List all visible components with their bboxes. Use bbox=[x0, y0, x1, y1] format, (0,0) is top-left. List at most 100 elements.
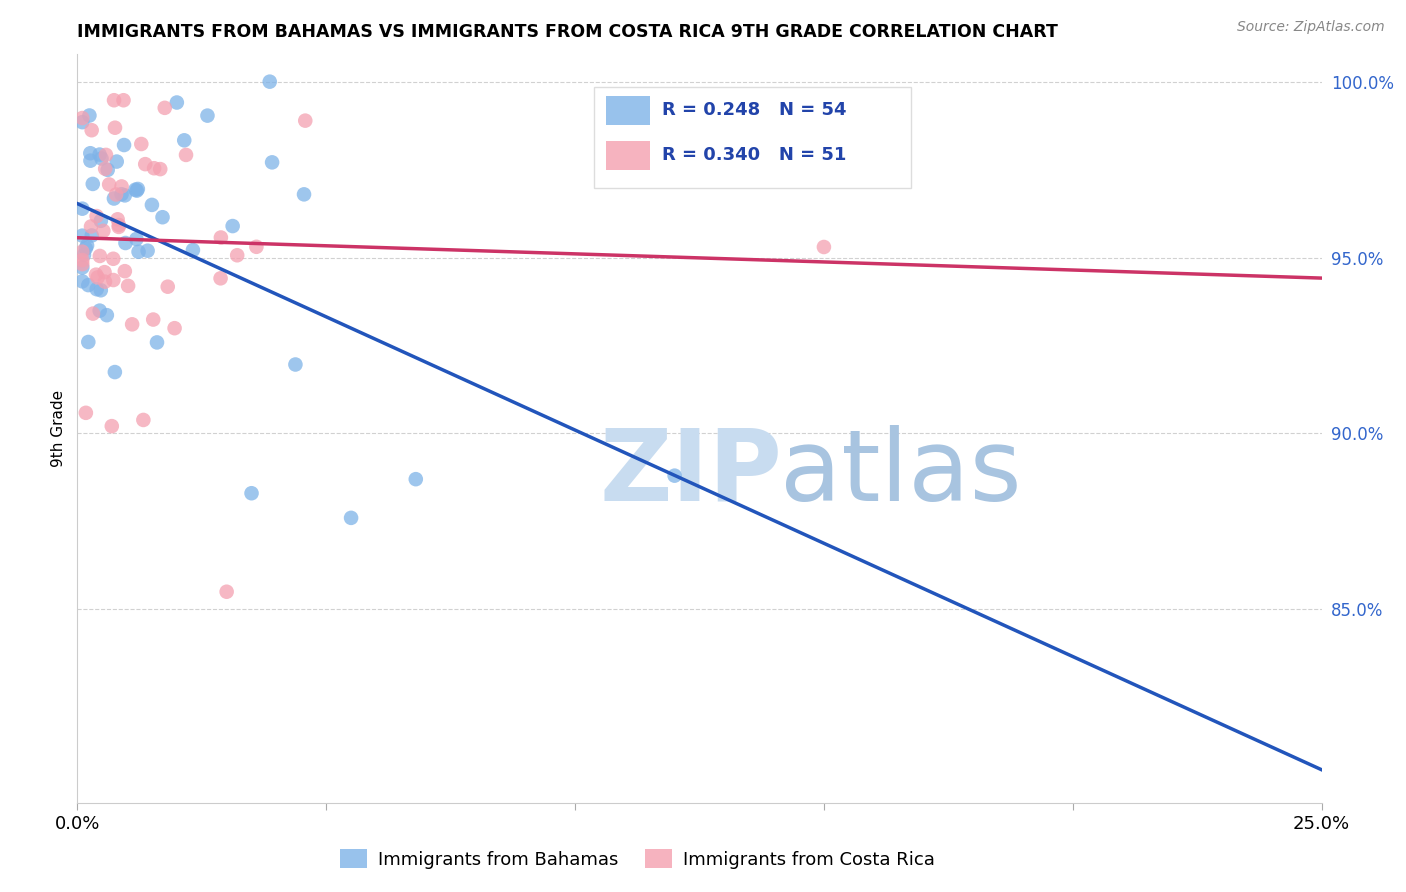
Point bbox=[209, 271, 232, 285]
Point bbox=[103, 93, 125, 107]
Point bbox=[89, 303, 111, 318]
Point bbox=[197, 109, 219, 123]
Point bbox=[136, 244, 159, 258]
Point bbox=[80, 228, 103, 243]
Text: ZIP: ZIP bbox=[600, 425, 783, 522]
Point bbox=[125, 184, 148, 198]
Point bbox=[152, 211, 174, 225]
Point bbox=[405, 472, 427, 486]
Point bbox=[173, 133, 195, 147]
FancyBboxPatch shape bbox=[606, 141, 650, 169]
Point bbox=[221, 219, 243, 233]
Point bbox=[96, 308, 118, 322]
Point bbox=[284, 358, 307, 372]
Point bbox=[163, 321, 186, 335]
Point bbox=[114, 264, 136, 278]
Point bbox=[292, 187, 315, 202]
Point bbox=[110, 179, 132, 194]
Point bbox=[86, 209, 108, 223]
Point bbox=[125, 232, 148, 246]
Point bbox=[72, 260, 94, 275]
Text: IMMIGRANTS FROM BAHAMAS VS IMMIGRANTS FROM COSTA RICA 9TH GRADE CORRELATION CHAR: IMMIGRANTS FROM BAHAMAS VS IMMIGRANTS FR… bbox=[77, 23, 1059, 41]
Point bbox=[84, 268, 107, 282]
Point bbox=[94, 148, 117, 162]
Point bbox=[153, 101, 176, 115]
Point bbox=[94, 275, 117, 289]
Point bbox=[89, 147, 111, 161]
Text: Source: ZipAtlas.com: Source: ZipAtlas.com bbox=[1237, 20, 1385, 34]
Point bbox=[79, 153, 101, 168]
Point bbox=[79, 108, 101, 122]
Point bbox=[112, 138, 135, 153]
Point bbox=[72, 257, 94, 271]
Point bbox=[226, 248, 249, 262]
Point bbox=[107, 212, 129, 227]
Point bbox=[105, 187, 128, 202]
Point bbox=[259, 75, 281, 89]
Point bbox=[94, 161, 117, 176]
Point bbox=[108, 218, 131, 232]
Point bbox=[89, 249, 111, 263]
Point bbox=[93, 265, 115, 279]
Point bbox=[105, 154, 128, 169]
Text: R = 0.248   N = 54: R = 0.248 N = 54 bbox=[662, 101, 846, 119]
Point bbox=[91, 224, 114, 238]
Point bbox=[107, 219, 129, 234]
Point bbox=[73, 248, 96, 262]
Point bbox=[72, 202, 94, 216]
Point bbox=[112, 93, 135, 107]
Point bbox=[104, 365, 127, 379]
Point bbox=[82, 307, 104, 321]
Point bbox=[146, 335, 169, 350]
Point bbox=[128, 244, 150, 259]
Point bbox=[72, 244, 94, 259]
Point bbox=[114, 188, 136, 202]
Point bbox=[101, 419, 124, 434]
Point bbox=[86, 270, 108, 285]
Point bbox=[166, 95, 188, 110]
Point bbox=[134, 157, 156, 171]
Point bbox=[103, 273, 125, 287]
Point bbox=[127, 182, 149, 196]
Y-axis label: 9th Grade: 9th Grade bbox=[51, 390, 66, 467]
Point bbox=[131, 136, 153, 151]
Point bbox=[103, 252, 125, 266]
Point bbox=[813, 240, 835, 254]
Point bbox=[664, 468, 686, 483]
Point bbox=[294, 113, 316, 128]
Point bbox=[245, 240, 267, 254]
Point bbox=[132, 413, 155, 427]
Text: atlas: atlas bbox=[780, 425, 1022, 522]
Point bbox=[77, 334, 100, 349]
Point bbox=[117, 278, 139, 293]
Point bbox=[72, 228, 94, 243]
Point bbox=[72, 253, 94, 268]
Point bbox=[80, 219, 103, 234]
Point bbox=[209, 230, 232, 244]
Point bbox=[262, 155, 284, 169]
Point bbox=[90, 152, 112, 166]
FancyBboxPatch shape bbox=[593, 87, 911, 188]
Point bbox=[240, 486, 263, 500]
Point bbox=[72, 111, 94, 125]
Point bbox=[76, 238, 98, 252]
Point bbox=[142, 312, 165, 326]
Point bbox=[141, 198, 163, 212]
Point bbox=[104, 120, 127, 135]
Point bbox=[77, 278, 100, 293]
Point bbox=[340, 511, 363, 525]
FancyBboxPatch shape bbox=[606, 96, 650, 125]
Point bbox=[75, 406, 97, 420]
Point bbox=[156, 279, 179, 293]
Point bbox=[121, 318, 143, 332]
Point bbox=[114, 235, 136, 250]
Point bbox=[80, 123, 103, 137]
Point bbox=[90, 214, 112, 228]
Point bbox=[97, 162, 120, 177]
Point bbox=[75, 241, 97, 255]
Text: R = 0.340   N = 51: R = 0.340 N = 51 bbox=[662, 145, 846, 163]
Point bbox=[72, 274, 94, 288]
Point bbox=[82, 177, 104, 191]
Point bbox=[98, 178, 121, 192]
Point bbox=[149, 162, 172, 177]
